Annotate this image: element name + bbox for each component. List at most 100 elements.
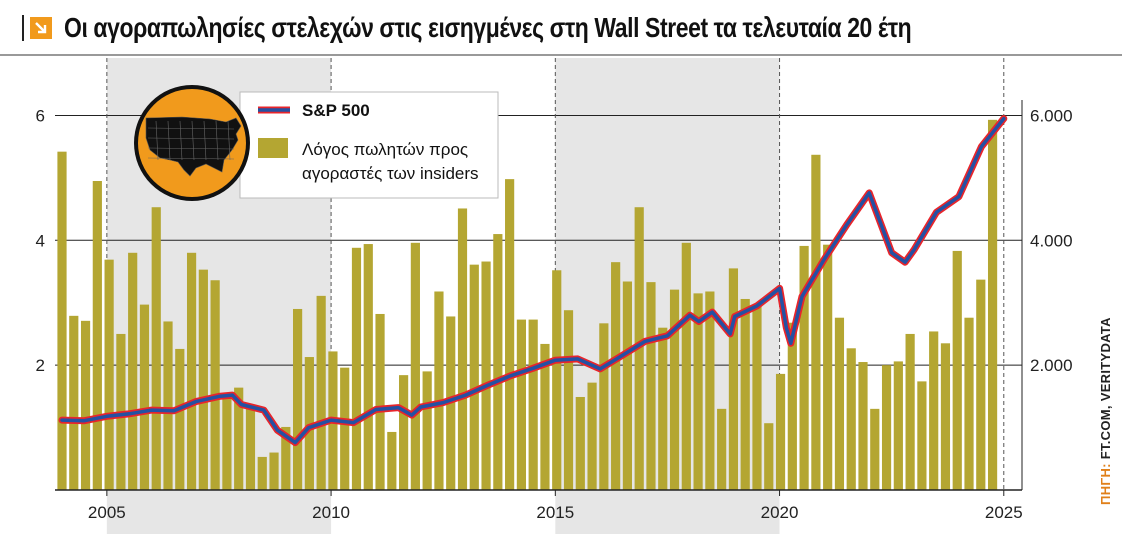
bar: [658, 327, 668, 490]
usa-map-border: [147, 157, 235, 160]
bar: [316, 295, 326, 490]
bar: [304, 357, 314, 490]
x-tick-label: 2010: [312, 503, 350, 522]
x-tick-label: 2005: [88, 503, 126, 522]
bar: [728, 268, 739, 490]
bar: [257, 456, 267, 490]
bar: [599, 323, 609, 490]
bar: [163, 321, 173, 490]
bar: [245, 405, 256, 490]
bar: [292, 308, 303, 490]
bar: [387, 431, 397, 490]
bar: [893, 361, 903, 490]
bar: [469, 264, 479, 490]
bar: [752, 305, 762, 490]
bar: [186, 252, 197, 490]
usa-map-border: [203, 120, 207, 161]
bar: [940, 343, 951, 490]
bar: [281, 426, 291, 490]
bar: [434, 291, 444, 490]
bar: [717, 408, 727, 490]
bar: [481, 261, 491, 490]
usa-map-border: [147, 137, 235, 140]
bar: [92, 181, 102, 490]
bar: [540, 343, 550, 490]
bar: [693, 293, 703, 490]
chart-title: Οι αγοραπωλησίες στελεχών στις εισηγμένε…: [64, 12, 912, 43]
usa-map-icon: [134, 85, 250, 201]
bar: [210, 280, 220, 490]
bar: [422, 371, 432, 490]
bar: [799, 245, 809, 490]
bar: [222, 395, 232, 490]
bar: [775, 373, 786, 490]
bar: [905, 333, 915, 490]
bar: [493, 234, 503, 490]
usa-map-border: [215, 120, 219, 161]
bar: [881, 365, 892, 490]
bar: [811, 154, 821, 491]
sp500-line: [60, 116, 1006, 445]
trend-arrow-icon: [30, 17, 52, 39]
x-tick-label: 2020: [761, 503, 799, 522]
bar: [987, 119, 998, 490]
bar: [622, 281, 633, 490]
bar: [528, 319, 538, 490]
legend: S&P 500 Λόγος πωλητών προς αγοραστές των i…: [239, 91, 499, 199]
bar: [952, 250, 962, 490]
bar: [976, 279, 986, 490]
bar: [669, 289, 680, 490]
bar: [587, 382, 597, 490]
bar: [870, 408, 880, 490]
usa-map-border: [179, 120, 183, 161]
y-left-tick-label: 2: [36, 356, 45, 375]
bar: [457, 208, 468, 490]
title-rule: [0, 54, 1122, 56]
bar: [787, 322, 797, 490]
bar: [69, 315, 79, 490]
usa-map-border: [167, 120, 171, 161]
bar: [57, 151, 67, 491]
bar: [104, 259, 114, 490]
bar: [823, 244, 833, 490]
y-right-tick-label: 6.000: [1030, 106, 1073, 125]
bar: [399, 375, 409, 490]
usa-map-border: [147, 147, 235, 150]
usa-map-border: [227, 120, 231, 161]
bar: [128, 252, 138, 490]
y-left-tick-label: 6: [36, 106, 45, 125]
source-credit: ΠΗΓΗ: FT.COM, VERITYDATA: [1098, 317, 1113, 505]
bar: [375, 313, 385, 490]
legend-bar-swatch: [258, 138, 288, 158]
bar: [363, 244, 373, 490]
bar: [858, 362, 868, 490]
bar: [505, 179, 515, 491]
bar: [740, 298, 750, 490]
bar: [80, 320, 91, 490]
usa-map-border: [155, 120, 159, 161]
y-right-tick-label: 4.000: [1030, 231, 1073, 250]
bar: [846, 348, 856, 490]
bar: [151, 207, 161, 490]
bar: [175, 348, 185, 490]
bar: [834, 317, 845, 490]
bar: [234, 387, 244, 490]
bar: [340, 367, 350, 490]
x-tick-label: 2015: [536, 503, 574, 522]
x-tick-label: 2025: [985, 503, 1023, 522]
legend-line-label: S&P 500: [302, 101, 370, 120]
bar: [917, 381, 927, 490]
usa-map-border: [147, 127, 235, 130]
y-right-tick-label: 2.000: [1030, 356, 1073, 375]
bar: [351, 247, 362, 490]
bar: [929, 331, 939, 490]
bar: [563, 310, 574, 490]
bar: [410, 242, 420, 490]
bar: [198, 269, 208, 490]
bar: [681, 242, 691, 490]
usa-map-border: [191, 120, 195, 161]
bar: [516, 319, 526, 490]
bar: [646, 282, 656, 490]
title-bar: Οι αγοραπωλησίες στελεχών στις εισηγμένε…: [22, 10, 1097, 46]
